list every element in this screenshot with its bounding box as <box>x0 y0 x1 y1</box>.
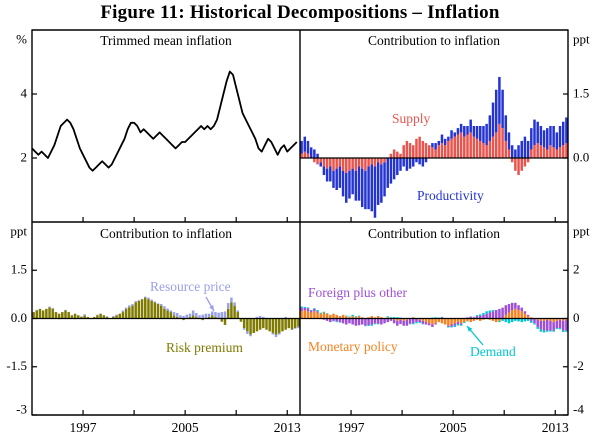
productivity-series-label: Productivity <box>417 188 484 203</box>
monetary-policy-series-label: Monetary policy <box>308 339 398 354</box>
panel-title-contribution-top-right: Contribution to inflation <box>368 33 500 48</box>
resource-price-series-label: Resource price <box>150 279 231 294</box>
figure-title: Figure 11: Historical Decompositions – I… <box>100 2 500 23</box>
risk-premium-series-label: Risk premium <box>166 340 243 355</box>
foreign-plus-other-series-label: Foreign plus other <box>308 285 407 300</box>
supply-series-label: Supply <box>392 111 431 126</box>
panel-title-contribution-bottom-left: Contribution to inflation <box>100 226 232 241</box>
panel-title-trimmed-mean-inflation: Trimmed mean inflation <box>100 33 232 48</box>
demand-series-label: Demand <box>470 344 516 359</box>
panel-title-contribution-bottom-right: Contribution to inflation <box>368 226 500 241</box>
